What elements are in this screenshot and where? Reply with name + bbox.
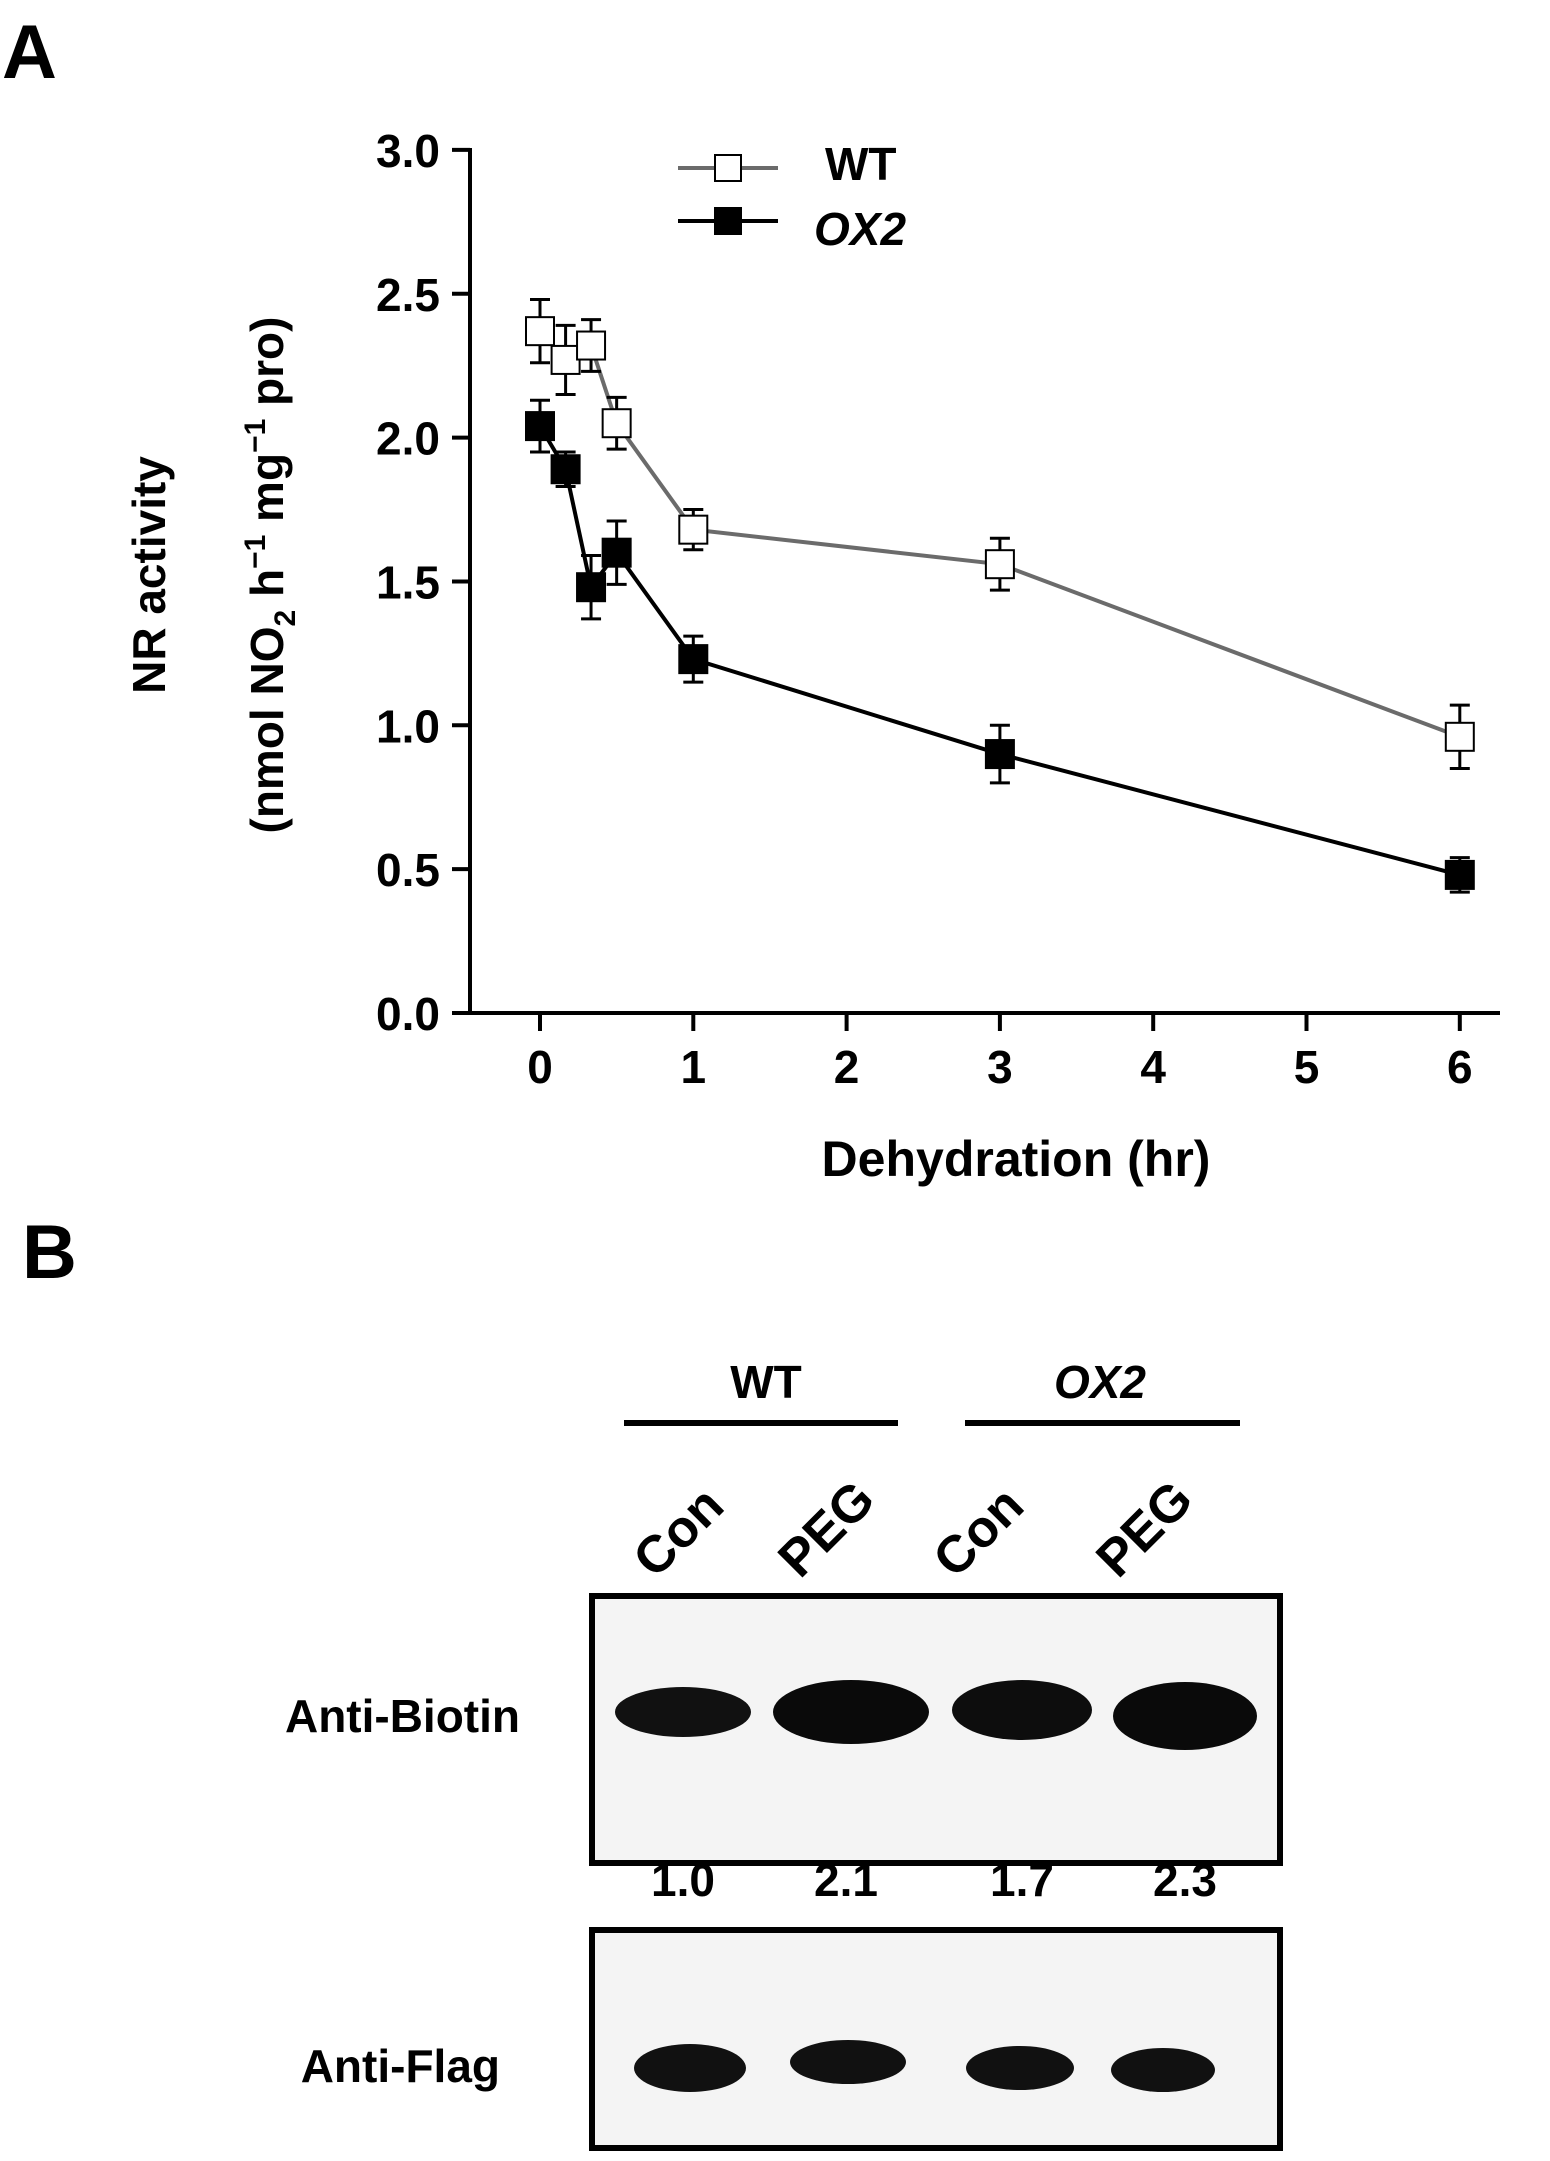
y-tick-label: 1.0 <box>376 700 440 752</box>
data-point-wt <box>1444 721 1475 752</box>
data-point-ox2 <box>984 739 1015 770</box>
data-point-ox2 <box>678 644 709 675</box>
western-blot-panel: WT OX2 Con PEG Con PEG Anti-Biotin 1.0 2… <box>285 1356 1283 2151</box>
x-tick-label: 2 <box>834 1041 860 1093</box>
ylabel-part: pro) <box>241 317 293 419</box>
blot-band <box>1113 1682 1257 1750</box>
x-tick-label: 4 <box>1140 1041 1166 1093</box>
x-tick-label: 3 <box>987 1041 1013 1093</box>
legend-wt-marker <box>714 154 742 182</box>
panel-b-letter: B <box>22 1210 77 1295</box>
ylabel-part: (nmol NO <box>241 627 293 834</box>
y-axis-title-line1: NR activity <box>123 456 175 694</box>
ylabel-superscript: −1 <box>239 535 272 569</box>
lane-label: PEG <box>1085 1470 1204 1589</box>
blot-label-anti-flag: Anti-Flag <box>301 2040 500 2092</box>
y-axis-title-line2: (nmol NO2 h−1 mg−1 pro) <box>239 317 302 834</box>
x-axis-title: Dehydration (hr) <box>822 1131 1211 1187</box>
legend: WT OX2 <box>678 138 906 255</box>
y-tick-label: 2.0 <box>376 413 440 465</box>
x-tick-label: 1 <box>681 1041 707 1093</box>
band-quantification: 2.1 <box>814 1854 878 1906</box>
lane-label: Con <box>622 1476 734 1588</box>
x-tick-label: 6 <box>1447 1041 1473 1093</box>
data-point-ox2 <box>550 454 581 485</box>
lane-label: PEG <box>767 1470 886 1589</box>
y-tick-label: 0.0 <box>376 988 440 1040</box>
x-ticks: 0 1 2 3 4 5 6 <box>527 1013 1473 1093</box>
data-point-wt <box>576 330 607 361</box>
data-point-wt <box>984 549 1015 580</box>
data-point-ox2 <box>601 537 632 568</box>
legend-wt-label: WT <box>825 138 897 190</box>
y-ticks: 0.0 0.5 1.0 1.5 2.0 2.5 3.0 <box>376 125 470 1040</box>
data-point-wt <box>601 408 632 439</box>
legend-ox2-marker <box>714 207 742 235</box>
anti-biotin-bands <box>615 1680 1257 1750</box>
ylabel-subscript: 2 <box>269 610 302 627</box>
ylabel-part: h <box>241 569 293 610</box>
blot-band <box>966 2046 1074 2090</box>
blot-band <box>615 1687 751 1737</box>
data-point-wt <box>525 316 555 347</box>
group-label-ox2: OX2 <box>1054 1356 1146 1408</box>
band-quantification: 1.0 <box>651 1854 715 1906</box>
nr-activity-chart: 0.0 0.5 1.0 1.5 2.0 2.5 3.0 0 1 2 3 4 5 6 WT OX2 Deh… <box>123 125 1500 1187</box>
series-line-wt <box>538 329 1461 739</box>
blot-band <box>1111 2048 1215 2092</box>
ylabel-part: mg <box>241 453 293 535</box>
blot-band <box>773 1680 929 1744</box>
y-tick-label: 0.5 <box>376 844 440 896</box>
ylabel-superscript: −1 <box>239 419 272 453</box>
blot-frame-anti-flag <box>589 1927 1283 2151</box>
y-tick-label: 1.5 <box>376 556 440 608</box>
blot-band <box>952 1680 1092 1740</box>
y-tick-label: 3.0 <box>376 125 440 177</box>
series-line-ox2 <box>538 425 1461 877</box>
data-point-ox2 <box>576 572 607 603</box>
panel-a-letter: A <box>2 10 57 95</box>
blot-band <box>634 2044 746 2092</box>
blot-label-anti-biotin: Anti-Biotin <box>285 1690 520 1742</box>
x-tick-label: 0 <box>527 1041 553 1093</box>
lane-label: Con <box>922 1476 1034 1588</box>
band-quantification: 1.7 <box>990 1854 1054 1906</box>
blot-band <box>790 2040 906 2084</box>
y-tick-label: 2.5 <box>376 269 440 321</box>
data-point-wt <box>678 514 709 545</box>
band-quantification: 2.3 <box>1153 1854 1217 1906</box>
legend-ox2-label: OX2 <box>814 203 906 255</box>
data-point-wt <box>550 344 581 375</box>
group-label-wt: WT <box>730 1356 802 1408</box>
x-tick-label: 5 <box>1294 1041 1320 1093</box>
series-layer <box>525 298 1475 894</box>
data-point-ox2 <box>1444 859 1475 890</box>
anti-flag-bands <box>634 2040 1215 2092</box>
data-point-ox2 <box>525 411 555 442</box>
